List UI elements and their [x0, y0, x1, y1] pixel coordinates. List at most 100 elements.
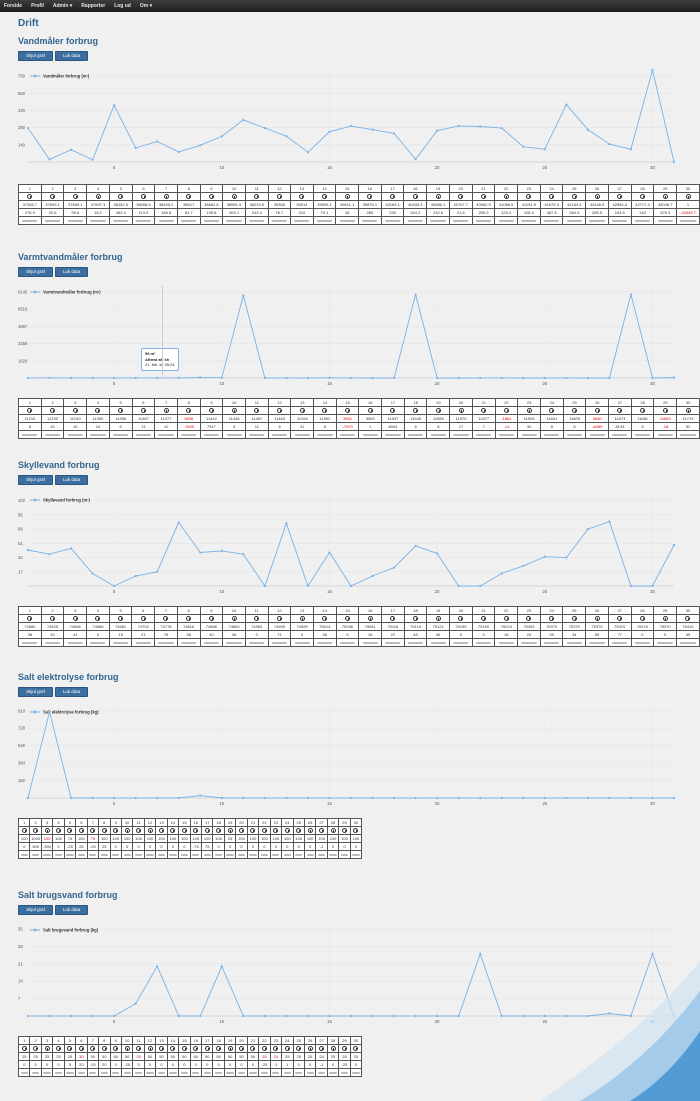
data-point[interactable]	[306, 151, 310, 154]
clock-icon[interactable]	[685, 408, 691, 414]
clock-cell[interactable]	[40, 1044, 54, 1053]
clock-icon[interactable]	[27, 616, 33, 622]
clock-cell[interactable]	[132, 826, 145, 835]
clock-icon[interactable]	[685, 616, 691, 622]
data-point[interactable]	[69, 796, 73, 800]
clock-cell[interactable]	[108, 406, 133, 415]
data-point[interactable]	[565, 1014, 568, 1018]
clock-cell[interactable]	[335, 614, 360, 623]
clock-cell[interactable]	[335, 406, 360, 415]
data-point[interactable]	[328, 1014, 331, 1018]
data-point[interactable]	[349, 1014, 353, 1018]
clock-cell[interactable]	[607, 614, 632, 623]
data-point[interactable]	[263, 376, 266, 380]
clock-icon[interactable]	[390, 408, 396, 414]
data-point[interactable]	[522, 376, 525, 380]
data-point[interactable]	[199, 144, 202, 147]
clock-icon[interactable]	[296, 828, 302, 834]
clock-icon[interactable]	[330, 1046, 336, 1052]
data-point[interactable]	[69, 1014, 73, 1018]
data-point[interactable]	[306, 584, 310, 588]
clock-cell[interactable]	[166, 1044, 180, 1053]
data-point[interactable]	[263, 126, 266, 130]
clock-icon[interactable]	[572, 408, 578, 414]
clock-cell[interactable]	[358, 192, 382, 201]
clock-icon[interactable]	[204, 1046, 210, 1052]
data-point[interactable]	[457, 1014, 460, 1018]
clock-cell[interactable]	[18, 614, 42, 623]
clock-cell[interactable]	[189, 826, 203, 835]
clock-cell[interactable]	[517, 192, 541, 201]
clock-cell[interactable]	[52, 1044, 65, 1053]
clock-cell[interactable]	[75, 1044, 88, 1053]
clock-cell[interactable]	[471, 406, 496, 415]
clock-icon[interactable]	[254, 408, 260, 414]
clock-cell[interactable]	[18, 406, 42, 415]
clock-icon[interactable]	[124, 1046, 130, 1052]
clock-cell[interactable]	[313, 406, 337, 415]
clock-icon[interactable]	[50, 616, 56, 622]
clock-icon[interactable]	[322, 408, 328, 414]
data-point[interactable]	[392, 566, 396, 569]
clock-cell[interactable]	[235, 826, 248, 835]
clock-icon[interactable]	[273, 1046, 279, 1052]
nav-item-2[interactable]: Admin ▾	[52, 3, 73, 9]
clock-icon[interactable]	[284, 1046, 290, 1052]
clock-cell[interactable]	[517, 614, 541, 623]
data-point[interactable]	[306, 376, 310, 380]
clock-cell[interactable]	[29, 1044, 42, 1053]
clock-icon[interactable]	[307, 828, 313, 834]
clock-icon[interactable]	[231, 194, 237, 200]
clock-icon[interactable]	[124, 828, 130, 834]
data-point[interactable]	[242, 118, 245, 122]
clock-cell[interactable]	[562, 614, 587, 623]
clock-cell[interactable]	[269, 826, 283, 835]
data-point[interactable]	[392, 796, 396, 800]
data-point[interactable]	[349, 796, 353, 800]
data-point[interactable]	[242, 1014, 245, 1018]
clock-cell[interactable]	[281, 826, 294, 835]
clock-cell[interactable]	[108, 192, 133, 201]
data-point[interactable]	[113, 376, 116, 380]
data-point[interactable]	[91, 376, 94, 379]
data-point[interactable]	[26, 126, 30, 130]
data-point[interactable]	[392, 132, 396, 135]
data-point[interactable]	[371, 574, 374, 578]
clock-cell[interactable]	[131, 192, 156, 201]
clock-cell[interactable]	[448, 192, 473, 201]
data-point[interactable]	[134, 376, 137, 379]
data-point[interactable]	[457, 584, 460, 588]
data-point[interactable]	[651, 952, 654, 955]
clock-cell[interactable]	[290, 614, 314, 623]
clock-icon[interactable]	[617, 408, 623, 414]
clock-cell[interactable]	[17, 1044, 31, 1053]
clock-cell[interactable]	[267, 614, 292, 623]
clock-icon[interactable]	[140, 194, 146, 200]
data-point[interactable]	[414, 158, 417, 161]
clock-cell[interactable]	[471, 614, 496, 623]
clock-cell[interactable]	[494, 614, 519, 623]
data-point[interactable]	[651, 796, 654, 800]
clock-cell[interactable]	[630, 406, 655, 415]
data-point[interactable]	[629, 293, 633, 296]
clock-icon[interactable]	[503, 408, 509, 414]
clock-cell[interactable]	[653, 406, 678, 415]
clock-icon[interactable]	[193, 828, 199, 834]
data-point[interactable]	[48, 158, 51, 161]
clock-icon[interactable]	[78, 828, 84, 834]
clock-icon[interactable]	[147, 1046, 153, 1052]
data-point[interactable]	[479, 376, 482, 380]
clock-icon[interactable]	[277, 408, 283, 414]
clock-icon[interactable]	[321, 194, 327, 200]
data-point[interactable]	[500, 127, 503, 130]
data-point[interactable]	[48, 1014, 51, 1018]
clock-icon[interactable]	[193, 1046, 199, 1052]
clock-icon[interactable]	[458, 616, 464, 622]
clock-cell[interactable]	[199, 614, 224, 623]
data-point[interactable]	[113, 1014, 116, 1018]
clock-icon[interactable]	[640, 408, 646, 414]
clock-cell[interactable]	[176, 406, 201, 415]
data-point[interactable]	[500, 1014, 503, 1018]
data-point[interactable]	[479, 584, 482, 588]
clock-cell[interactable]	[40, 406, 65, 415]
